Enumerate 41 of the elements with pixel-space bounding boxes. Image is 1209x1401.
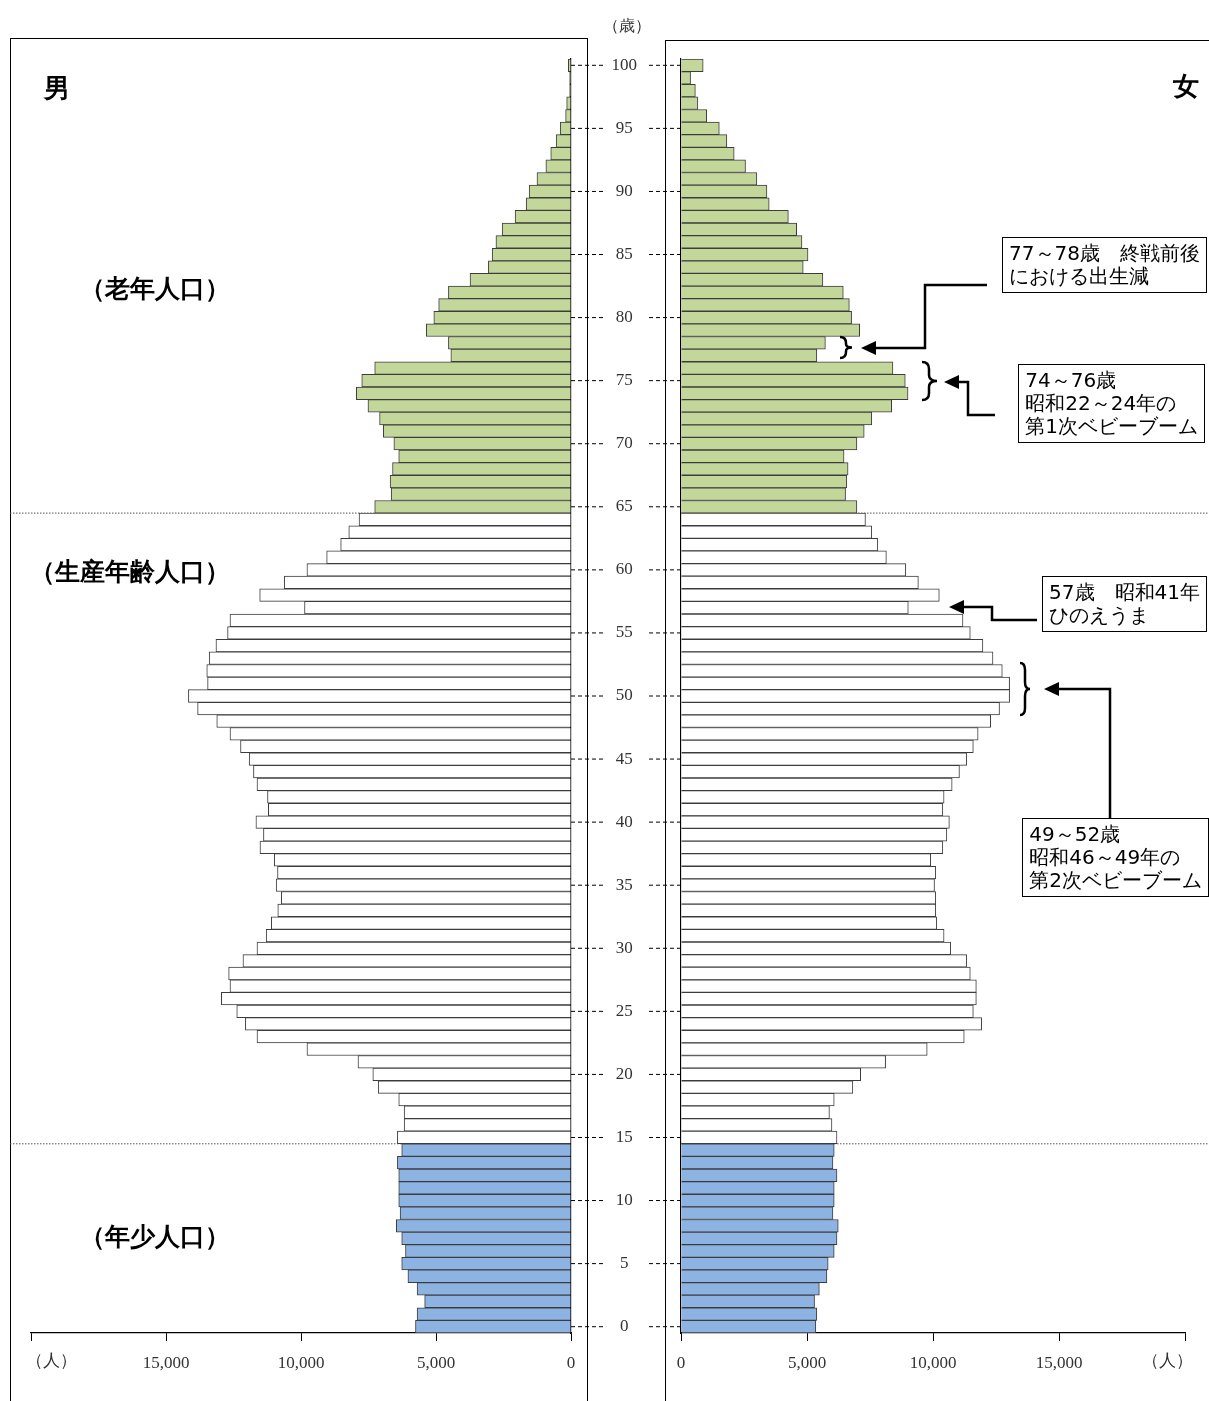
y-tick-label: 75 xyxy=(615,370,633,390)
y-tick-label: 20 xyxy=(615,1063,633,1083)
y-tick-label: 10 xyxy=(615,1190,633,1210)
x-tick-label: 15,000 xyxy=(142,1352,190,1372)
y-tick-label: 90 xyxy=(615,180,633,200)
y-tick-label: 100 xyxy=(611,54,637,74)
x-axis-title: （人） xyxy=(25,1350,77,1370)
y-tick-label: 55 xyxy=(615,622,633,642)
y-tick-label: 40 xyxy=(615,811,633,831)
y-tick-label: 35 xyxy=(615,874,633,894)
y-tick-label: 95 xyxy=(615,117,633,137)
y-tick-label: 30 xyxy=(615,937,633,957)
y-tick-label: 80 xyxy=(615,307,633,327)
x-axis-title: （人） xyxy=(1141,1350,1193,1370)
annotation: （生産年齢人口） xyxy=(30,556,230,586)
y-tick-label: 0 xyxy=(620,1316,629,1336)
annotation: 57歳 昭和41年ひのえうま xyxy=(1042,576,1207,632)
y-tick-label: 70 xyxy=(615,433,633,453)
y-tick-label: 85 xyxy=(615,243,633,263)
annotation: （老年人口） xyxy=(80,273,230,303)
annotation: 77～78歳 終戦前後における出生減 xyxy=(1002,237,1207,293)
y-tick-label: 50 xyxy=(615,685,633,705)
x-tick-label: 0 xyxy=(676,1352,686,1372)
text: 男 xyxy=(43,72,70,103)
x-tick-label: 10,000 xyxy=(277,1352,325,1372)
annotation: （年少人口） xyxy=(80,1221,230,1251)
x-tick-label: 5,000 xyxy=(416,1352,456,1372)
y-tick-label: 25 xyxy=(615,1000,633,1020)
annotation: 74～76歳昭和22～24年の第1次ベビーブーム xyxy=(1018,364,1205,443)
y-tick-label: 65 xyxy=(615,496,633,516)
x-tick-label: 15,000 xyxy=(1035,1352,1083,1372)
x-tick-label: 0 xyxy=(566,1352,576,1372)
x-tick-label: 10,000 xyxy=(909,1352,957,1372)
y-tick-label: 45 xyxy=(615,748,633,768)
y-axis-title: （歳） xyxy=(603,17,651,35)
y-tick-label: 5 xyxy=(620,1253,629,1273)
x-tick-label: 5,000 xyxy=(787,1352,827,1372)
y-tick-label: 60 xyxy=(615,559,633,579)
text: 女 xyxy=(1172,70,1199,101)
y-tick-label: 15 xyxy=(615,1126,633,1146)
annotation: 49～52歳昭和46～49年の第2次ベビーブーム xyxy=(1022,818,1209,897)
